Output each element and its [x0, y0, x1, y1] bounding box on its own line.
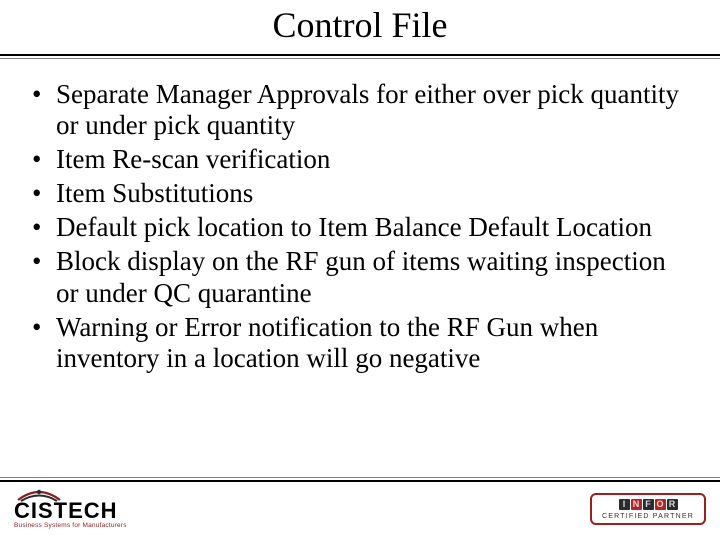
- certified-partner-text: CERTIFIED PARTNER: [602, 513, 694, 520]
- infor-wordmark: I N F O R: [619, 499, 678, 510]
- infor-letter: I: [619, 499, 630, 510]
- bullet-list: Separate Manager Approvals for either ov…: [28, 79, 692, 376]
- cistech-logo-name: CISTECH: [14, 500, 118, 522]
- bullet-item: Block display on the RF gun of items wai…: [28, 246, 692, 310]
- title-wrap: Control File: [0, 0, 720, 46]
- cistech-logo: CISTECH Business Systems for Manufacture…: [14, 488, 127, 530]
- footer-rule-group: [0, 477, 720, 482]
- infor-letter: F: [643, 499, 654, 510]
- slide-title: Control File: [272, 6, 447, 46]
- rule-bottom-2: [0, 480, 720, 482]
- bullet-item: Item Substitutions: [28, 178, 692, 210]
- bullet-item: Separate Manager Approvals for either ov…: [28, 79, 692, 143]
- slide: Control File Separate Manager Approvals …: [0, 0, 720, 540]
- content-area: Separate Manager Approvals for either ov…: [0, 59, 720, 376]
- bullet-item: Default pick location to Item Balance De…: [28, 212, 692, 244]
- cistech-logo-tagline: Business Systems for Manufacturers: [14, 523, 127, 530]
- infor-partner-badge: I N F O R CERTIFIED PARTNER: [590, 493, 706, 525]
- infor-letter: O: [655, 499, 666, 510]
- infor-letter: R: [667, 499, 678, 510]
- footer: CISTECH Business Systems for Manufacture…: [0, 486, 720, 540]
- bullet-item: Warning or Error notification to the RF …: [28, 312, 692, 376]
- bullet-item: Item Re-scan verification: [28, 144, 692, 176]
- infor-letter: N: [631, 499, 642, 510]
